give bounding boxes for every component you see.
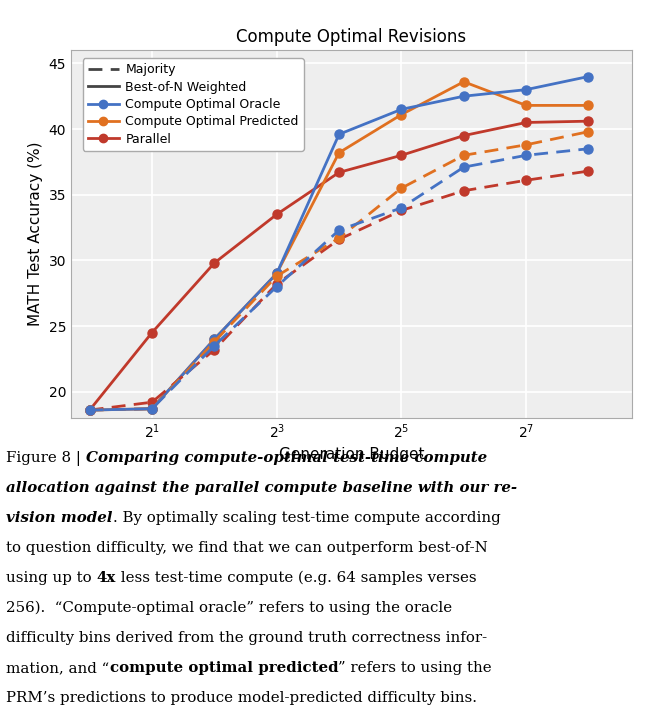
Y-axis label: MATH Test Accuracy (%): MATH Test Accuracy (%) [28, 142, 43, 326]
Text: compute optimal predicted: compute optimal predicted [110, 661, 339, 675]
Text: allocation against the parallel compute baseline with our re-: allocation against the parallel compute … [6, 481, 517, 495]
Title: Compute Optimal Revisions: Compute Optimal Revisions [237, 28, 466, 46]
Text: vision model: vision model [6, 511, 113, 525]
Text: Figure 8 |: Figure 8 | [6, 450, 86, 465]
Text: PRM’s predictions to produce model-predicted difficulty bins.: PRM’s predictions to produce model-predi… [6, 691, 477, 705]
Text: ” refers to using the: ” refers to using the [339, 661, 492, 675]
Text: 256).  “Compute-optimal oracle” refers to using the oracle: 256). “Compute-optimal oracle” refers to… [6, 601, 453, 615]
Text: difficulty bins derived from the ground truth correctness infor-: difficulty bins derived from the ground … [6, 631, 488, 645]
Text: mation, and “: mation, and “ [6, 661, 110, 675]
Text: 4x: 4x [97, 571, 116, 585]
Text: . By optimally scaling test-time compute according: . By optimally scaling test-time compute… [113, 511, 501, 525]
Text: using up to: using up to [6, 571, 97, 585]
Text: Comparing compute-optimal test-time compute: Comparing compute-optimal test-time comp… [86, 451, 487, 465]
Text: to question difficulty, we find that we can outperform best-of-N: to question difficulty, we find that we … [6, 541, 488, 555]
X-axis label: Generation Budget: Generation Budget [279, 447, 424, 462]
Text: less test-time compute (e.g. 64 samples verses: less test-time compute (e.g. 64 samples … [116, 571, 477, 585]
Legend: Majority, Best-of-N Weighted, Compute Optimal Oracle, Compute Optimal Predicted,: Majority, Best-of-N Weighted, Compute Op… [83, 59, 304, 151]
